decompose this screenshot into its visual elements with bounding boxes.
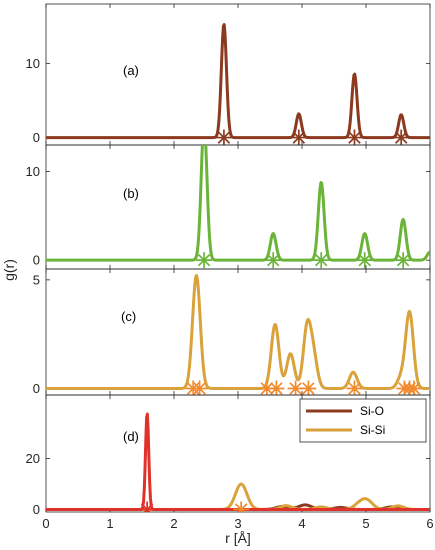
panel-label: (d) [123,429,139,444]
plot-area [46,23,430,145]
y-tick-label: 0 [33,130,40,145]
peak-marker [215,129,232,145]
peak-marker [395,252,412,269]
peak-marker [290,129,307,145]
panel-frame [45,268,431,396]
panel-frame [45,3,431,146]
x-axis-label: r [Å] [225,530,251,546]
legend-label: Si-Si [360,423,385,437]
y-tick-label: 0 [33,502,40,517]
panel-label: (c) [121,309,136,324]
panel-4: 0 20 0 1 2 3 4 5 6 (d) Si-O Si-Si [26,394,434,531]
y-tick-label: 0 [33,381,40,396]
x-tick-label: 5 [362,516,369,531]
y-axis-label: g(r) [1,259,17,281]
y-tick-label: 20 [26,451,40,466]
peak-marker [258,380,275,395]
y-tick-label: 5 [33,272,40,287]
peak-marker [191,380,208,395]
x-tick-label: 4 [298,516,305,531]
peak-marker [346,129,363,145]
peak-marker [287,380,304,395]
x-tick-label: 1 [106,516,113,531]
peak-marker [313,252,330,269]
peak-marker [265,252,282,269]
series-line-0 [46,145,430,262]
x-tick-label: 3 [234,516,241,531]
legend: Si-O Si-Si [299,398,427,443]
series-line-0 [46,23,430,140]
series-line-0 [46,274,430,390]
panel-1: 0 10 (a) [26,3,431,146]
plot-area [46,274,430,395]
panels: 0 10 (a) 0 10 (b) 0 5 (c) 0 20 0 1 2 3 4 5 6 (d) Si-O Si-Si [26,3,434,531]
y-tick-label: 0 [33,253,40,268]
y-tick-label: 10 [26,56,40,71]
peak-marker [356,252,373,269]
plot-area [46,412,430,512]
x-tick-label: 6 [426,516,433,531]
peak-marker [406,380,422,395]
panel-frame [45,144,431,270]
y-tick-label: 10 [26,164,40,179]
panel-label: (a) [123,63,139,78]
x-tick-label: 2 [170,516,177,531]
panel-label: (b) [123,186,139,201]
peak-marker [393,129,410,145]
peak-marker [139,501,156,512]
peak-marker [268,380,285,395]
plot-area [46,145,430,269]
legend-label: Si-O [360,404,384,418]
panel-2: 0 10 (b) [26,144,431,270]
peak-marker [300,380,317,395]
x-tick-label: 0 [42,516,49,531]
peak-marker [346,380,363,395]
peak-marker [233,501,250,512]
panel-3: 0 5 (c) [33,268,431,396]
peak-marker [196,252,213,269]
legend-box [299,398,427,443]
